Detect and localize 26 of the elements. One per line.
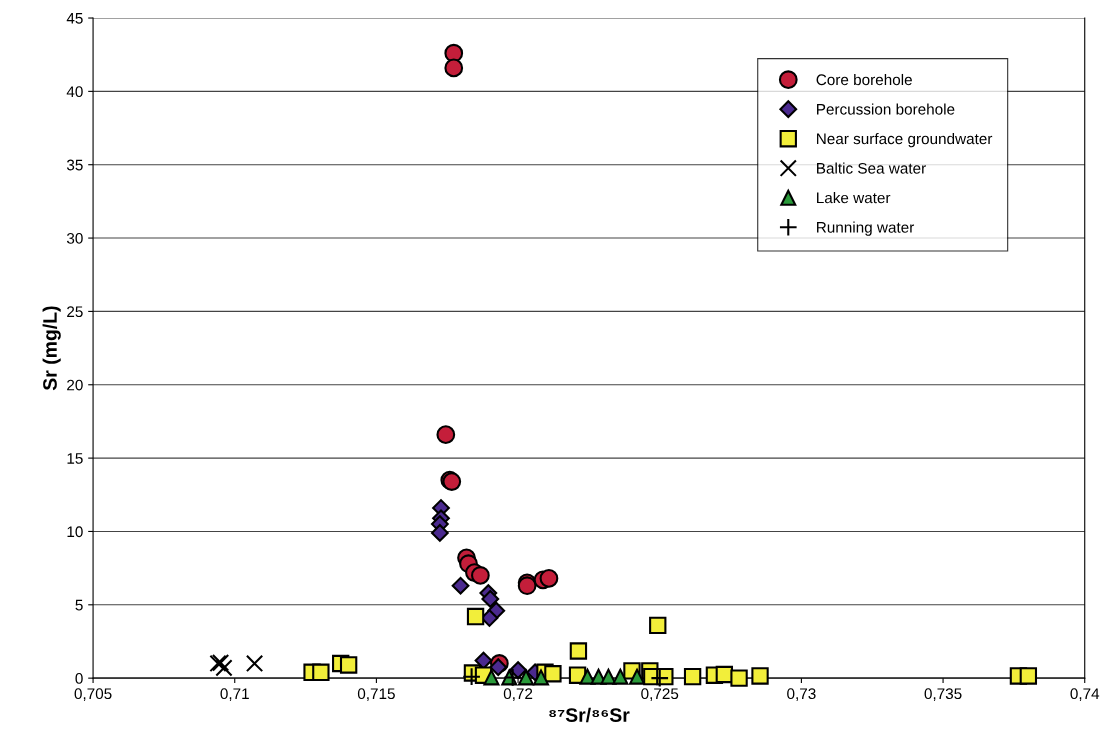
- x-tick-label: 0,725: [641, 688, 679, 701]
- legend-label: Near surface groundwater: [817, 132, 993, 148]
- y-tick-label: 5: [75, 599, 83, 611]
- x-tick-label: 0,72: [503, 688, 533, 701]
- x-tick-label: 0,74: [1070, 688, 1100, 701]
- x-tick-label: 0,735: [924, 688, 962, 701]
- x-tick-label: 0,71: [220, 688, 249, 701]
- y-tick-label: 35: [66, 159, 83, 171]
- x-tick-label: 0,73: [787, 688, 816, 701]
- y-axis-title: Sr (mg/L): [42, 306, 61, 391]
- y-tick-label: 45: [66, 13, 83, 24]
- y-tick-label: 20: [67, 379, 83, 391]
- legend-label: Baltic Sea water: [817, 162, 926, 174]
- y-tick-label: 40: [66, 86, 83, 98]
- y-tick-label: 10: [67, 526, 83, 538]
- y-tick-label: 30: [66, 232, 83, 244]
- legend-label: Running water: [817, 221, 915, 236]
- y-tick-label: 25: [67, 306, 83, 318]
- legend-label: Core borehole: [816, 73, 912, 86]
- x-tick-label: 0,715: [357, 688, 395, 701]
- x-tick-label: 0,705: [74, 688, 112, 701]
- legend-label: Lake water: [817, 192, 891, 204]
- y-tick-label: 0: [75, 673, 83, 684]
- y-tick-label: 15: [67, 453, 83, 464]
- x-axis-title: ⁸⁷Sr/⁸⁶Sr: [549, 707, 630, 723]
- legend-label: Percussion borehole: [817, 103, 955, 115]
